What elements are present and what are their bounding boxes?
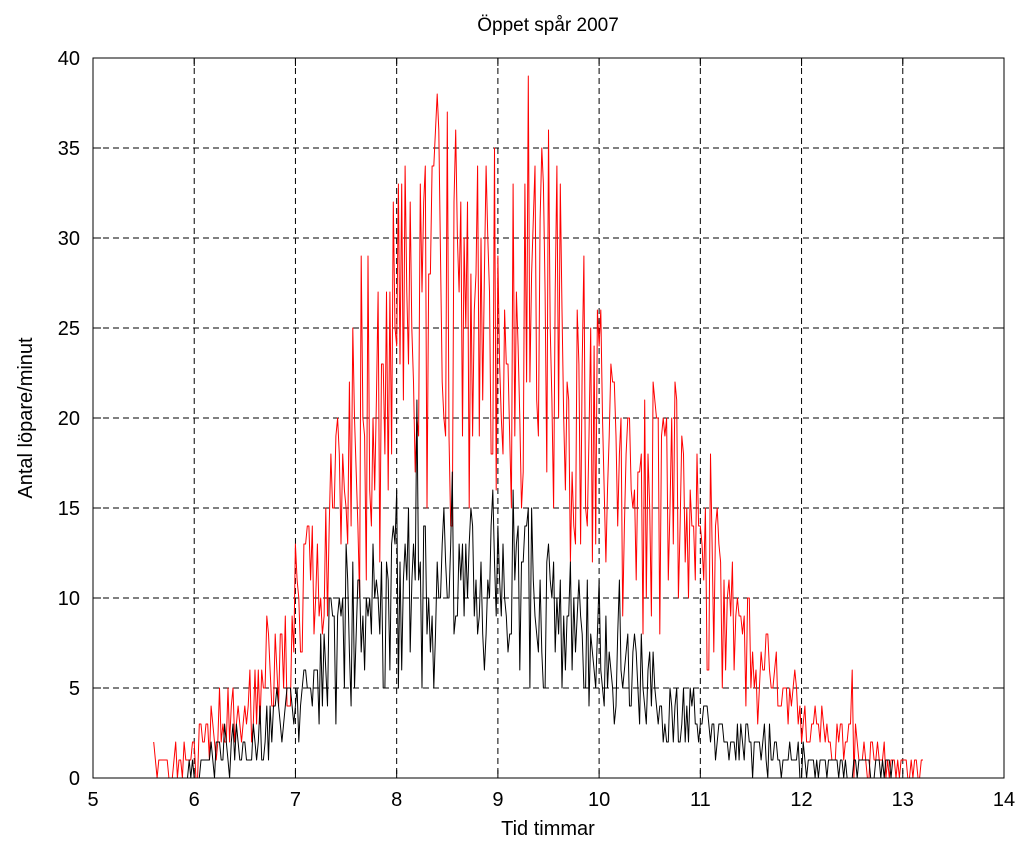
y-axis-title: Antal löpare/minut (15, 337, 37, 499)
y-tick-label: 15 (58, 498, 80, 520)
chart-title: Öppet spår 2007 (477, 15, 619, 36)
y-tick-label: 0 (69, 768, 80, 790)
series-line-black (184, 399, 894, 779)
x-tick-label: 6 (189, 789, 200, 811)
series-lines (153, 75, 923, 779)
grid (93, 58, 1004, 778)
x-tick-label: 7 (290, 789, 301, 811)
series-line-red (153, 75, 923, 779)
x-tick-label: 10 (588, 789, 610, 811)
y-tick-label: 30 (58, 228, 80, 250)
x-tick-label: 5 (87, 789, 98, 811)
x-tick-label: 9 (492, 789, 503, 811)
x-tick-label: 14 (993, 789, 1015, 811)
y-axis-ticks: 0 5 10 15 20 25 30 35 40 (58, 48, 1004, 790)
x-tick-label: 13 (892, 789, 914, 811)
x-axis-ticks: 5 6 7 8 9 10 11 12 13 14 (87, 58, 1015, 811)
x-tick-label: 11 (690, 789, 711, 811)
y-tick-label: 25 (58, 318, 80, 340)
x-tick-label: 12 (790, 789, 812, 811)
y-tick-label: 20 (58, 408, 80, 430)
y-tick-label: 10 (58, 588, 80, 610)
y-tick-label: 40 (58, 48, 80, 70)
x-tick-label: 8 (391, 789, 402, 811)
y-tick-label: 35 (58, 138, 80, 160)
y-tick-label: 5 (69, 678, 80, 700)
x-axis-title: Tid timmar (501, 818, 595, 840)
